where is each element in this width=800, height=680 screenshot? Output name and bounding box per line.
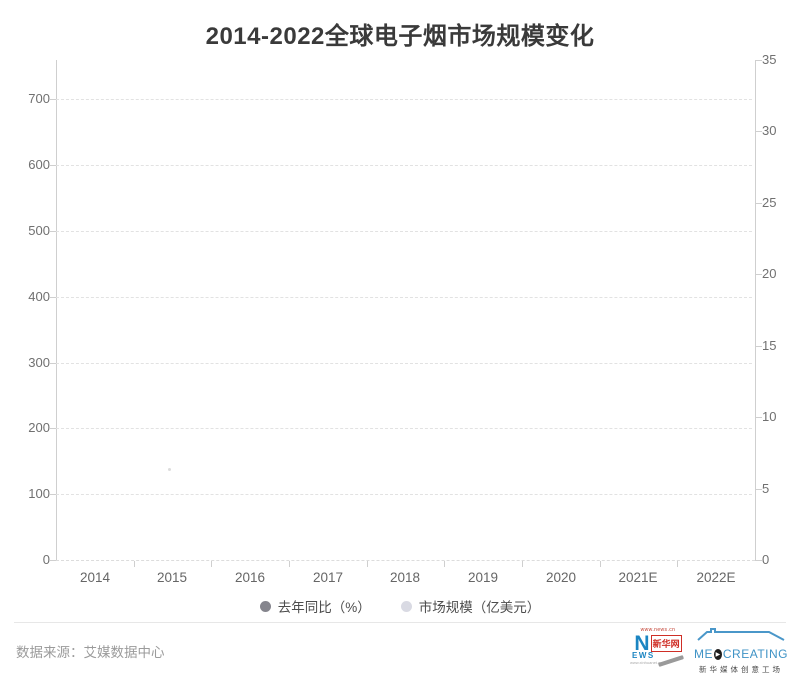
left-axis-tick (50, 297, 56, 298)
right-axis-tick (756, 417, 762, 418)
x-axis-label: 2015 (156, 570, 188, 585)
play-icon: ▶ (714, 649, 722, 660)
xinhuanet-logo: www.news.cn N 新华网 EWS www.xinhuanet.com (630, 627, 686, 673)
data-source-note: 数据来源：艾媒数据中心 (16, 645, 165, 660)
left-axis-label: 0 (42, 552, 50, 567)
x-axis-tick (211, 561, 212, 567)
legend-dot-yoy-icon (259, 600, 271, 612)
right-y-axis-line (755, 60, 756, 561)
x-axis-tick (677, 561, 678, 567)
x-axis-label: 2019 (467, 570, 499, 585)
footer-divider (14, 622, 786, 623)
faint-artifact-dot (168, 468, 171, 471)
gridline (56, 99, 752, 100)
x-axis-tick (444, 561, 445, 567)
xinhuanet-url-bottom: www.xinhuanet.com (630, 660, 666, 665)
legend-label: 市场规模（亿美元） (418, 600, 541, 615)
right-axis-label: 20 (762, 266, 777, 281)
chart-title: 2014-2022全球电子烟市场规模变化 (205, 23, 595, 50)
gridline (56, 363, 752, 364)
xinhuanet-url-top: www.news.cn (640, 627, 676, 633)
left-axis-tick (50, 560, 56, 561)
left-axis-label: 100 (28, 486, 50, 501)
x-axis-label: 2022E (696, 570, 736, 585)
left-axis-label: 200 (28, 420, 50, 435)
x-axis-label: 2018 (389, 570, 421, 585)
right-axis-label: 35 (762, 52, 777, 67)
medcreating-subtitle: 新华媒体创意工场 (699, 665, 783, 674)
left-axis-tick (50, 428, 56, 429)
left-axis-tick (50, 99, 56, 100)
medcreating-creating-text: CREATING (722, 647, 788, 661)
left-axis-label: 300 (28, 355, 50, 370)
left-axis-tick (50, 363, 56, 364)
right-axis-tick (756, 274, 762, 275)
left-axis-label: 400 (28, 289, 50, 304)
roof-icon (697, 628, 785, 641)
footer-logos: www.news.cn N 新华网 EWS www.xinhuanet.com … (630, 627, 788, 674)
x-axis-label: 2016 (234, 570, 266, 585)
x-axis-label: 2014 (79, 570, 111, 585)
left-axis-label: 600 (28, 157, 50, 172)
right-axis-tick (756, 489, 762, 490)
gridline (56, 494, 752, 495)
left-axis-tick (50, 165, 56, 166)
x-axis-tick (134, 561, 135, 567)
x-axis-label: 2020 (545, 570, 577, 585)
x-axis-line (56, 560, 755, 561)
right-axis-label: 25 (762, 195, 777, 210)
x-axis-label: 2017 (312, 570, 344, 585)
legend-label: 去年同比（%） (277, 600, 371, 615)
right-axis-label: 10 (762, 409, 777, 424)
legend-dot-market-size-icon (400, 600, 412, 612)
gridline (56, 428, 752, 429)
right-axis-label: 5 (762, 481, 770, 496)
xinhuanet-brand-text: 新华网 (650, 635, 682, 652)
right-axis-label: 0 (762, 552, 770, 567)
legend-item-market-size[interactable]: 市场规模（亿美元） (400, 596, 541, 616)
left-axis-label: 500 (28, 223, 50, 238)
legend-item-yoy[interactable]: 去年同比（%） (259, 596, 371, 616)
x-axis-label: 2021E (618, 570, 658, 585)
right-axis-tick (756, 346, 762, 347)
x-axis-tick (367, 561, 368, 567)
xinhuanet-n-glyph: N (634, 632, 650, 655)
right-axis-label: 30 (762, 123, 777, 138)
right-axis-tick (756, 131, 762, 132)
right-axis-tick (756, 203, 762, 204)
medcreating-logo: ME ▶ CREATING 新华媒体创意工场 (694, 627, 788, 674)
xinhuanet-ews-text: EWS (632, 651, 655, 660)
gridline (56, 231, 752, 232)
left-axis-label: 700 (28, 91, 50, 106)
right-axis-tick (756, 560, 762, 561)
gridline (56, 297, 752, 298)
right-axis-label: 15 (762, 338, 777, 353)
left-axis-tick (50, 494, 56, 495)
x-axis-tick (600, 561, 601, 567)
medcreating-me-text: ME (694, 647, 713, 661)
left-y-axis-line (56, 60, 57, 561)
x-axis-tick (289, 561, 290, 567)
gridline (56, 165, 752, 166)
legend: 去年同比（%） 市场规模（亿美元） (0, 596, 800, 616)
left-axis-tick (50, 231, 56, 232)
x-axis-tick (522, 561, 523, 567)
right-axis-tick (756, 60, 762, 61)
